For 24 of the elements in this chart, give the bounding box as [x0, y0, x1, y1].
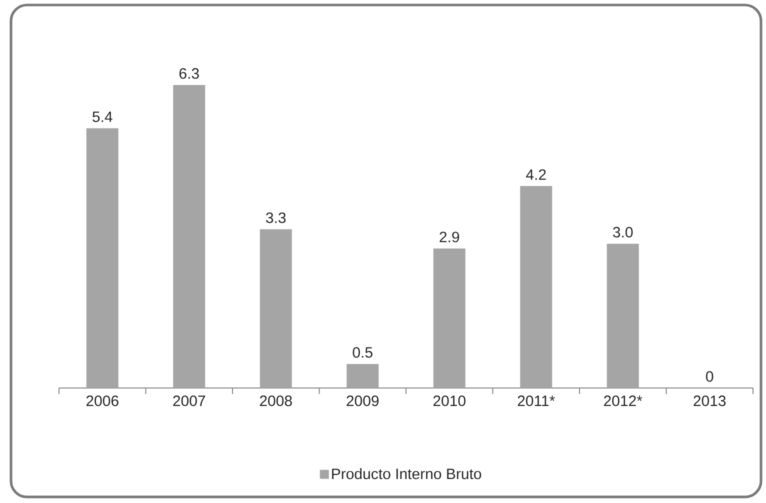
data-label: 5.4	[92, 112, 112, 122]
x-tick-label: 2011*	[518, 396, 555, 406]
bar	[86, 128, 118, 388]
data-label: 4.2	[526, 169, 546, 180]
x-tick-label: 2010	[433, 396, 466, 406]
x-tick-label: 2006	[86, 396, 118, 406]
bar	[173, 85, 206, 388]
data-label: 6.3	[179, 68, 199, 79]
data-label: 0.5	[352, 347, 372, 358]
legend-label: Producto Interno Bruto	[332, 468, 482, 480]
x-tick-label: 2012*	[604, 396, 642, 406]
data-label: 3.3	[266, 212, 286, 224]
bar	[346, 364, 379, 388]
x-tick-label: 2007	[173, 396, 206, 406]
bar	[606, 244, 639, 388]
bar	[260, 229, 292, 388]
data-label: 3.0	[613, 226, 633, 238]
data-label: 0	[706, 371, 714, 382]
bar	[520, 186, 552, 388]
data-label: 2.9	[440, 232, 460, 242]
x-tick-label: 2009	[346, 396, 379, 406]
x-tick-label: 2008	[260, 396, 292, 406]
bar	[433, 248, 466, 388]
x-tick-label: 2013	[694, 396, 726, 406]
